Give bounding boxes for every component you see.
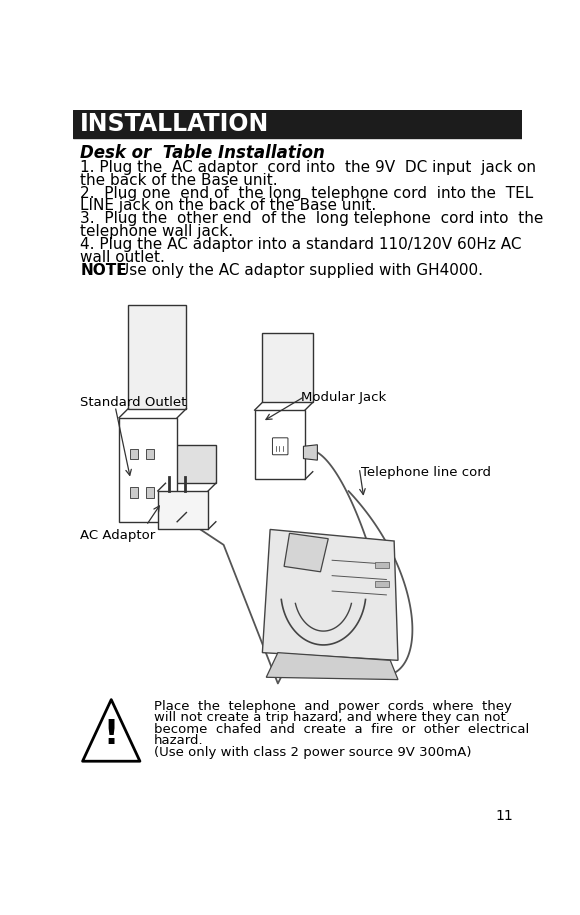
Bar xyxy=(375,562,389,568)
Bar xyxy=(255,410,305,479)
Polygon shape xyxy=(303,445,317,460)
Text: NOTE: NOTE xyxy=(80,263,127,278)
Bar xyxy=(72,110,522,137)
Text: AC Adaptor: AC Adaptor xyxy=(80,530,155,543)
Bar xyxy=(158,491,208,530)
Text: will not create a trip hazard, and where they can not: will not create a trip hazard, and where… xyxy=(154,711,506,724)
Text: 3.  Plug the  other end  of the  long telephone  cord into  the: 3. Plug the other end of the long teleph… xyxy=(80,211,543,226)
Text: 2.  Plug one  end of  the long  telephone cord  into the  TEL: 2. Plug one end of the long telephone co… xyxy=(80,186,534,200)
Text: Standard Outlet: Standard Outlet xyxy=(80,396,187,409)
Polygon shape xyxy=(284,533,328,572)
FancyBboxPatch shape xyxy=(273,437,288,455)
Bar xyxy=(119,418,177,522)
Bar xyxy=(146,448,154,459)
Text: INSTALLATION: INSTALLATION xyxy=(80,112,270,135)
Text: the back of the Base unit.: the back of the Base unit. xyxy=(80,173,278,188)
Text: 11: 11 xyxy=(495,809,513,823)
Bar xyxy=(165,445,216,483)
Text: (Use only with class 2 power source 9V 300mA): (Use only with class 2 power source 9V 3… xyxy=(154,746,472,759)
Bar xyxy=(375,581,389,587)
Text: : Use only the AC adaptor supplied with GH4000.: : Use only the AC adaptor supplied with … xyxy=(108,263,483,278)
Text: LINE jack on the back of the Base unit.: LINE jack on the back of the Base unit. xyxy=(80,199,376,213)
Text: Desk or  Table Installation: Desk or Table Installation xyxy=(80,144,325,162)
Text: hazard.: hazard. xyxy=(154,735,204,748)
Text: !: ! xyxy=(104,717,119,751)
Bar xyxy=(146,487,154,498)
Text: become  chafed  and  create  a  fire  or  other  electrical: become chafed and create a fire or other… xyxy=(154,723,529,736)
Text: Modular Jack: Modular Jack xyxy=(301,391,386,404)
Text: Place  the  telephone  and  power  cords  where  they: Place the telephone and power cords wher… xyxy=(154,700,512,713)
Bar xyxy=(262,333,313,403)
Polygon shape xyxy=(266,652,398,680)
Text: telephone wall jack.: telephone wall jack. xyxy=(80,224,233,239)
Bar xyxy=(130,448,137,459)
Polygon shape xyxy=(262,530,398,661)
Text: wall outlet.: wall outlet. xyxy=(80,250,165,265)
Text: Telephone line cord: Telephone line cord xyxy=(361,466,491,479)
Text: 1. Plug the  AC adaptor  cord into  the 9V  DC input  jack on: 1. Plug the AC adaptor cord into the 9V … xyxy=(80,160,536,175)
Bar xyxy=(130,487,137,498)
Bar xyxy=(128,305,186,409)
Text: 4. Plug the AC adaptor into a standard 110/120V 60Hz AC: 4. Plug the AC adaptor into a standard 1… xyxy=(80,237,522,253)
